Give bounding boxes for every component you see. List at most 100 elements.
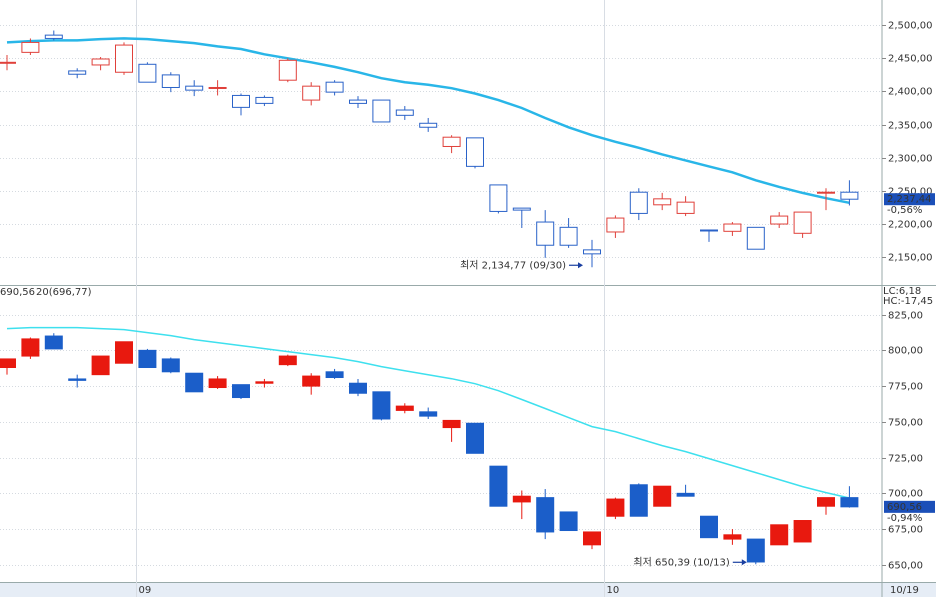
lc-label: LC:6,18: [883, 286, 921, 297]
x-tick-label: 10: [607, 585, 620, 596]
candle-body: [232, 94, 250, 108]
candle-body: [115, 341, 133, 364]
candle-body: [746, 226, 765, 250]
candle-body: [629, 484, 648, 517]
candle-body: [793, 211, 812, 234]
candle-body: [466, 137, 484, 167]
price-change-label: -0,94%: [887, 513, 922, 524]
candle-body: [185, 372, 204, 393]
candle-body: [325, 81, 344, 93]
candle-body: [536, 497, 555, 533]
x-axis-band: [0, 582, 936, 597]
candle-body: [21, 338, 40, 357]
candle-body: [489, 465, 508, 507]
candle-body: [770, 524, 789, 546]
candle-body: [349, 382, 367, 394]
x-tick-label: 09: [139, 585, 152, 596]
candle-body: [442, 136, 461, 147]
low-annotation: 최저 2,134,77 (09/30): [460, 259, 566, 271]
y-tick-label: 775,00: [888, 382, 923, 393]
y-tick-label: 675,00: [888, 525, 923, 536]
candle-body: [840, 497, 859, 508]
candle-body: [372, 99, 391, 123]
candle-body: [232, 384, 250, 399]
candle-body: [817, 191, 835, 194]
candle-body: [372, 391, 391, 420]
candle-body: [536, 221, 555, 246]
candle-body: [700, 515, 718, 539]
candle-body: [419, 122, 438, 128]
candle-body: [349, 99, 367, 104]
hc-label: HC:-17,45: [883, 296, 933, 307]
candle-body: [21, 41, 40, 53]
candle-body: [44, 335, 63, 350]
price-tag-label: 2,237,44: [887, 194, 932, 205]
candle-body: [817, 497, 835, 507]
y-tick-label: 2,350,00: [888, 121, 933, 132]
candle-body: [395, 109, 414, 116]
y-tick-label: 750,00: [888, 418, 923, 429]
candle-body: [302, 85, 321, 101]
candle-body: [512, 207, 531, 211]
y-tick-label: 2,300,00: [888, 154, 933, 165]
candle-body: [208, 86, 227, 89]
annotation-arrowhead: [741, 559, 747, 566]
candle-body: [700, 229, 718, 232]
candle-body: [161, 358, 180, 373]
candle-body: [653, 198, 672, 206]
price-tag-label: 690,56: [887, 502, 922, 513]
moving-average-line: [6, 326, 850, 499]
low-annotation: 최저 650,39 (10/13): [633, 556, 729, 568]
y-tick-label: 825,00: [888, 311, 923, 322]
candle-body: [723, 223, 742, 232]
moving-average-line: [6, 37, 850, 205]
candle-body: [185, 85, 204, 91]
candle-body: [0, 358, 16, 369]
y-tick-label: 2,150,00: [888, 253, 933, 264]
candle-body: [583, 531, 601, 546]
legend-value: 690,56: [0, 287, 35, 298]
candle-body: [559, 226, 578, 246]
candle-body: [676, 492, 695, 497]
annotation-arrowhead: [578, 262, 583, 269]
legend-ma: 20(696,77): [36, 287, 92, 298]
x-end-label: 10/19: [890, 585, 919, 596]
candle-body: [138, 349, 157, 369]
candle-body: [208, 378, 227, 389]
candle-body: [68, 70, 87, 75]
candle-body: [325, 371, 344, 379]
y-tick-label: 2,250,00: [888, 187, 933, 198]
y-tick-label: 725,00: [888, 454, 923, 465]
candle-body: [583, 249, 601, 255]
y-tick-label: 2,450,00: [888, 54, 933, 65]
candle-body: [115, 44, 133, 73]
y-tick-label: 2,200,00: [888, 220, 933, 231]
candle-body: [91, 355, 110, 376]
y-tick-label: 2,500,00: [888, 21, 933, 32]
candle-body: [419, 411, 438, 417]
candle-body: [840, 191, 859, 200]
candle-body: [255, 381, 274, 384]
candle-body: [255, 96, 274, 104]
candle-body: [559, 511, 578, 532]
y-tick-label: 650,00: [888, 561, 923, 572]
y-tick-label: 700,00: [888, 489, 923, 500]
candle-body: [302, 375, 321, 387]
y-tick-label: 2,400,00: [888, 87, 933, 98]
candle-body: [68, 378, 87, 381]
candle-body: [723, 534, 742, 540]
candle-body: [161, 74, 180, 88]
candle-body: [629, 191, 648, 214]
candle-body: [91, 58, 110, 66]
candle-body: [44, 34, 63, 39]
candle-body: [466, 422, 484, 454]
candle-body: [138, 63, 157, 83]
candle-body: [770, 215, 789, 225]
candle-body: [653, 485, 672, 507]
candle-body: [278, 355, 297, 366]
price-tag: [884, 193, 935, 206]
candle-body: [676, 201, 695, 214]
price-tag: [884, 500, 935, 513]
